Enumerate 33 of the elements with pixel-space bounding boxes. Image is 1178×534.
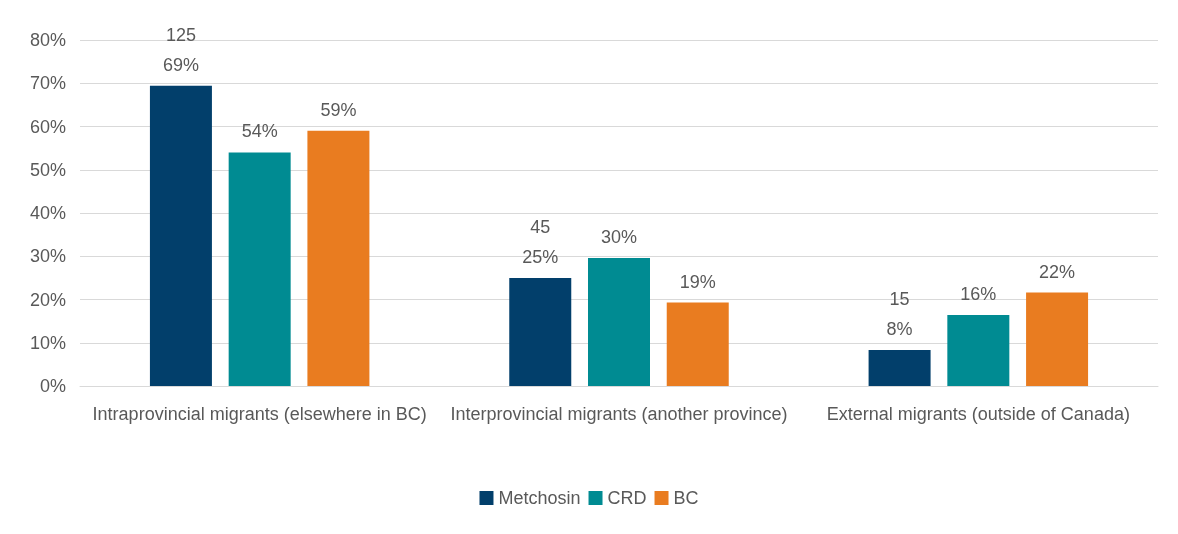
bar [588,257,650,386]
y-tick-label: 20% [29,289,66,310]
data-label: 22% [1039,261,1076,282]
legend-label: CRD [607,488,647,508]
data-label: 59% [320,99,357,120]
y-tick-label: 0% [39,376,66,396]
bar [509,277,572,386]
bar [149,85,212,386]
y-tick-label: 50% [29,159,66,180]
data-label: 16% [960,284,997,305]
y-tick-label: 80% [29,30,66,50]
legend-label: Metchosin [498,488,581,508]
data-label: 19% [679,271,716,292]
y-tick-label: 70% [29,73,66,94]
bar [868,350,931,386]
x-tick-label: Intraprovincial migrants (elsewhere in BC) [92,404,427,424]
data-label: 15 8% [886,289,913,340]
bar [666,302,729,386]
bar [1026,292,1089,386]
bar [228,152,291,386]
x-tick-label: External migrants (outside of Canada) [826,404,1130,424]
bar [307,130,370,386]
y-tick-label: 60% [29,116,66,137]
y-tick-label: 30% [29,246,66,267]
data-label: 30% [600,226,638,247]
bar [947,315,1010,386]
legend-label: BC [673,488,699,508]
x-tick-label: Interprovincial migrants (another province) [450,404,788,424]
y-tick-label: 40% [29,203,66,223]
data-label: 125 69% [162,24,199,75]
y-tick-label: 10% [29,332,66,353]
data-label: 45 25% [522,216,559,267]
data-label: 54% [241,121,278,142]
